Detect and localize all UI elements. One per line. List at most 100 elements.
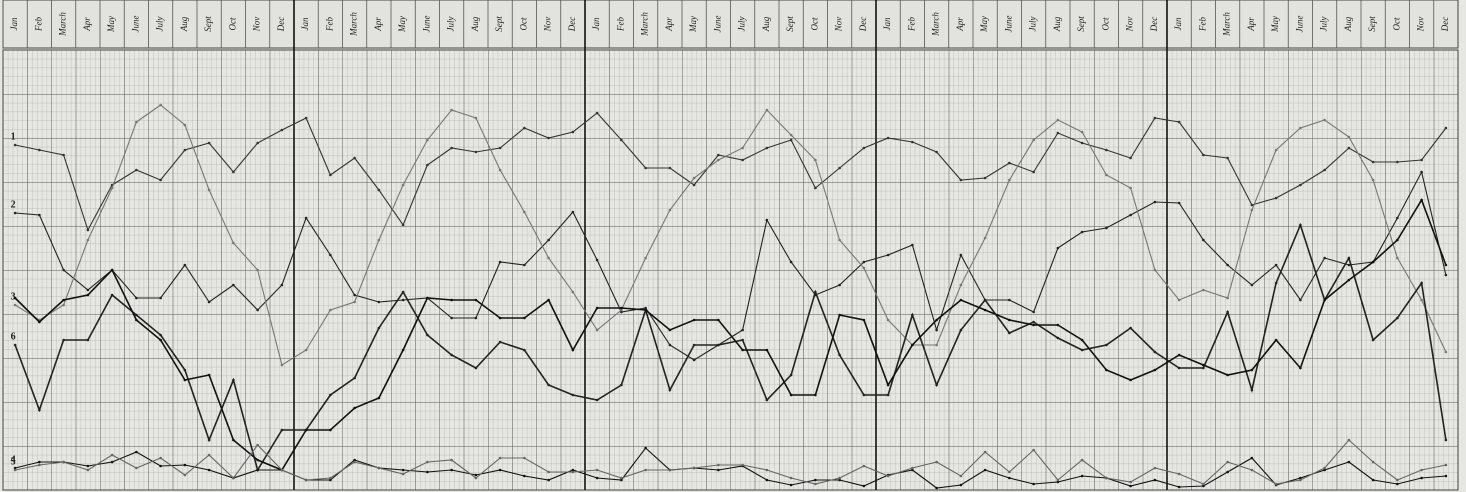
series-dot [620,138,623,142]
series-dot [789,138,793,142]
series-dot [692,183,696,187]
series-dot [886,474,890,478]
series-dot [280,283,284,287]
month-label: Apr [1246,17,1256,32]
series-dot [1323,256,1326,260]
series-dot [1250,468,1254,472]
series-dot [935,343,938,347]
series-dot [620,310,623,314]
series-dot [911,343,914,347]
month-label: Jan [1173,17,1183,30]
month-label: Feb [33,17,43,32]
series-dot [135,296,138,300]
series-dot [717,463,720,467]
series-dot [256,141,259,145]
series-dot [668,468,672,472]
series-dot [1274,338,1278,342]
series-dot [498,168,502,172]
series-dot [765,348,769,352]
series-dot [498,146,502,150]
series-dot [595,398,599,402]
series-dot [86,228,90,232]
series-dot [911,243,914,247]
series-dot [547,478,550,482]
series-dot [207,188,211,192]
series-dot [135,450,138,454]
series-dot [232,241,235,245]
series-dot [183,368,187,372]
series-dot [595,111,599,115]
series-dot [401,290,405,294]
series-line [14,112,1447,232]
month-label: Oct [1391,17,1401,30]
series-dot [401,472,405,476]
series-dot [523,348,526,352]
series-dot [571,393,575,397]
series-dot [1347,135,1351,139]
series-dot [862,260,866,264]
series-dot [183,473,187,477]
series-dot [38,460,41,464]
series-line [14,222,1447,473]
series-dot [838,476,841,480]
series-dot [498,260,502,264]
series-dot [1444,463,1448,467]
series-dot [426,333,429,337]
series-line [15,170,1447,361]
series-dot [1323,168,1326,172]
series-dot [959,474,963,478]
series-dot [1008,161,1011,165]
month-label: Feb [324,17,334,32]
series-dot [1299,126,1302,130]
series-dot [935,328,938,332]
month-label: March [640,12,650,37]
series-dot [523,210,526,214]
series-dot [1371,460,1375,464]
series-dot [1080,458,1084,462]
month-label: July [1319,17,1329,32]
series-dot [1444,273,1448,277]
series-dot [232,378,235,382]
series-dot [62,153,65,157]
series-dot [474,116,478,120]
series-dot [207,300,211,304]
series-dot [983,308,987,312]
series-dot [595,328,599,332]
series-dot [692,358,696,362]
series-dot [1396,256,1399,260]
series-dot [353,300,356,304]
series-line [14,198,1447,472]
series-dot [717,318,720,322]
series-dot [1056,480,1060,484]
series-dot [838,353,841,357]
series-dot [232,283,235,287]
series-dot [862,266,866,270]
series-dot [765,398,769,402]
series-dot [692,318,696,322]
series-dot [959,298,963,302]
series-dot [1226,263,1229,267]
series-dot [1347,263,1351,267]
series-dot [547,470,550,474]
series-dot [935,150,938,154]
month-label: Nov [834,17,844,33]
series-dot [1056,478,1060,482]
series-dot [789,476,793,480]
series-dot [1129,213,1132,217]
series-dot [1105,226,1108,230]
series-dot [886,393,890,397]
series-label: 2 [11,199,16,210]
series-dot [1032,320,1035,324]
month-label: Feb [615,17,625,32]
series-dot [547,238,550,242]
series-dot [474,473,478,477]
series-dot [1299,298,1302,302]
series-dot [1177,366,1181,370]
series-dot [765,468,769,472]
series-dot [668,166,672,170]
series-dot [377,326,381,330]
series-dot [1250,203,1254,207]
series-dot [1129,156,1132,160]
series-dot [911,313,914,317]
